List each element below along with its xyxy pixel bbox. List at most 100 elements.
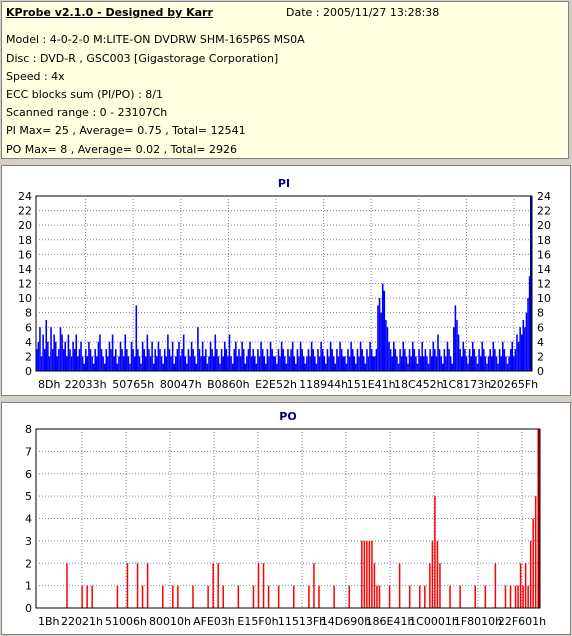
po-bar xyxy=(348,585,350,608)
pi-bar xyxy=(404,349,406,371)
pi-bar xyxy=(126,349,128,371)
pi-bar xyxy=(225,349,228,371)
y-tick-label-right: 20 xyxy=(537,219,551,232)
po-bar xyxy=(517,585,519,608)
po-bar xyxy=(424,585,426,608)
pi-bar xyxy=(119,341,122,371)
y-tick-label: 12 xyxy=(18,278,32,291)
pi-bar xyxy=(358,356,360,371)
pi-bar xyxy=(514,349,517,371)
y-tick-label: 6 xyxy=(25,321,32,334)
pi-bar xyxy=(520,334,523,371)
pi-bar xyxy=(149,356,152,371)
pi-bar xyxy=(321,349,324,371)
pi-bar xyxy=(236,356,239,371)
pi-bar xyxy=(332,356,335,371)
pi-bar xyxy=(190,341,193,371)
pi-bar xyxy=(266,349,269,371)
pi-bar xyxy=(66,356,68,371)
pi-bar xyxy=(290,349,292,371)
po-bar xyxy=(91,585,93,608)
pi-bar xyxy=(271,349,273,371)
y-tick-label: 2 xyxy=(25,557,32,570)
pi-bar xyxy=(220,349,223,371)
po-bar xyxy=(509,585,512,608)
pi-bar xyxy=(415,356,417,371)
pi-bar xyxy=(97,341,100,371)
x-tick-label: 151E41h xyxy=(347,378,396,391)
pi-bar xyxy=(328,356,330,371)
pi-bar xyxy=(448,349,450,371)
scan-date: Date : 2005/11/27 13:28:38 xyxy=(286,6,440,19)
pi-bar xyxy=(122,356,125,371)
pi-bar xyxy=(434,349,436,371)
pi-bar xyxy=(459,349,461,371)
pi-bar xyxy=(441,363,444,371)
pi-bar xyxy=(276,363,278,371)
pi-bar xyxy=(132,349,134,371)
pi-bar xyxy=(337,356,340,371)
po-bar xyxy=(257,563,260,608)
pi-bar xyxy=(279,356,281,371)
pi-bar xyxy=(413,349,416,371)
y-tick-label-right: 6 xyxy=(537,321,544,334)
pi-bar xyxy=(208,356,210,371)
pi-bar xyxy=(516,334,518,371)
y-tick-label: 4 xyxy=(25,513,32,526)
pi-bar xyxy=(58,349,60,371)
pi-bar xyxy=(105,349,108,371)
pi-bar xyxy=(94,349,97,371)
pi-bar xyxy=(498,349,501,371)
pi-bar xyxy=(336,349,338,371)
y-tick-label-right: 0 xyxy=(537,365,544,378)
pi-bar xyxy=(268,356,270,371)
pi-bar xyxy=(146,334,149,371)
po-bar xyxy=(519,563,522,608)
pi-bar xyxy=(165,356,168,371)
po-bar xyxy=(484,585,487,608)
pi-bar xyxy=(508,356,510,371)
po-bar xyxy=(333,585,335,608)
po-bar xyxy=(429,563,431,608)
pi-bar xyxy=(340,349,343,371)
po-bar xyxy=(217,563,219,608)
y-tick-label: 0 xyxy=(25,365,32,378)
y-tick-label: 18 xyxy=(18,234,32,247)
pi-bar xyxy=(391,356,393,371)
pi-bar xyxy=(114,349,117,371)
pi-bar xyxy=(130,341,133,371)
pi-bar xyxy=(473,349,476,371)
x-tick-label: 22033h xyxy=(65,378,107,391)
x-tick-label: 118944h xyxy=(299,378,348,391)
pi-bar xyxy=(154,349,157,371)
pi-bar xyxy=(100,349,103,371)
pi-bar xyxy=(460,356,463,371)
pi-bar xyxy=(241,341,243,371)
pi-bar xyxy=(503,349,506,371)
pi-bar xyxy=(522,319,525,371)
pi-bar xyxy=(314,356,316,371)
pi-bar xyxy=(197,327,199,371)
po-bar xyxy=(434,496,436,608)
y-tick-label: 1 xyxy=(25,580,32,593)
pi-bar xyxy=(389,349,392,371)
pi-bar xyxy=(381,283,384,371)
pi-bar xyxy=(157,341,160,371)
po-chart: PO 0 1 2 3 4 5 6 7 8 1Bh 22021h 51006h 80010h AFE03h E1… xyxy=(25,410,546,628)
pi-bar xyxy=(247,349,250,371)
pi-bar xyxy=(75,334,78,371)
pi-bar xyxy=(486,363,488,371)
pi-bar xyxy=(465,356,468,371)
pi-bar xyxy=(430,356,433,371)
pi-bar xyxy=(334,363,337,371)
pi-bar xyxy=(176,349,179,371)
pi-bar xyxy=(370,349,373,371)
pi-bar xyxy=(284,356,286,371)
x-tick-label: E15F0h xyxy=(237,615,278,628)
speed-line: Speed : 4x xyxy=(6,70,65,83)
pi-bar xyxy=(506,363,509,371)
pi-bar xyxy=(446,341,449,371)
x-tick-label: 20265Fh xyxy=(490,378,538,391)
po-bar xyxy=(308,585,310,608)
